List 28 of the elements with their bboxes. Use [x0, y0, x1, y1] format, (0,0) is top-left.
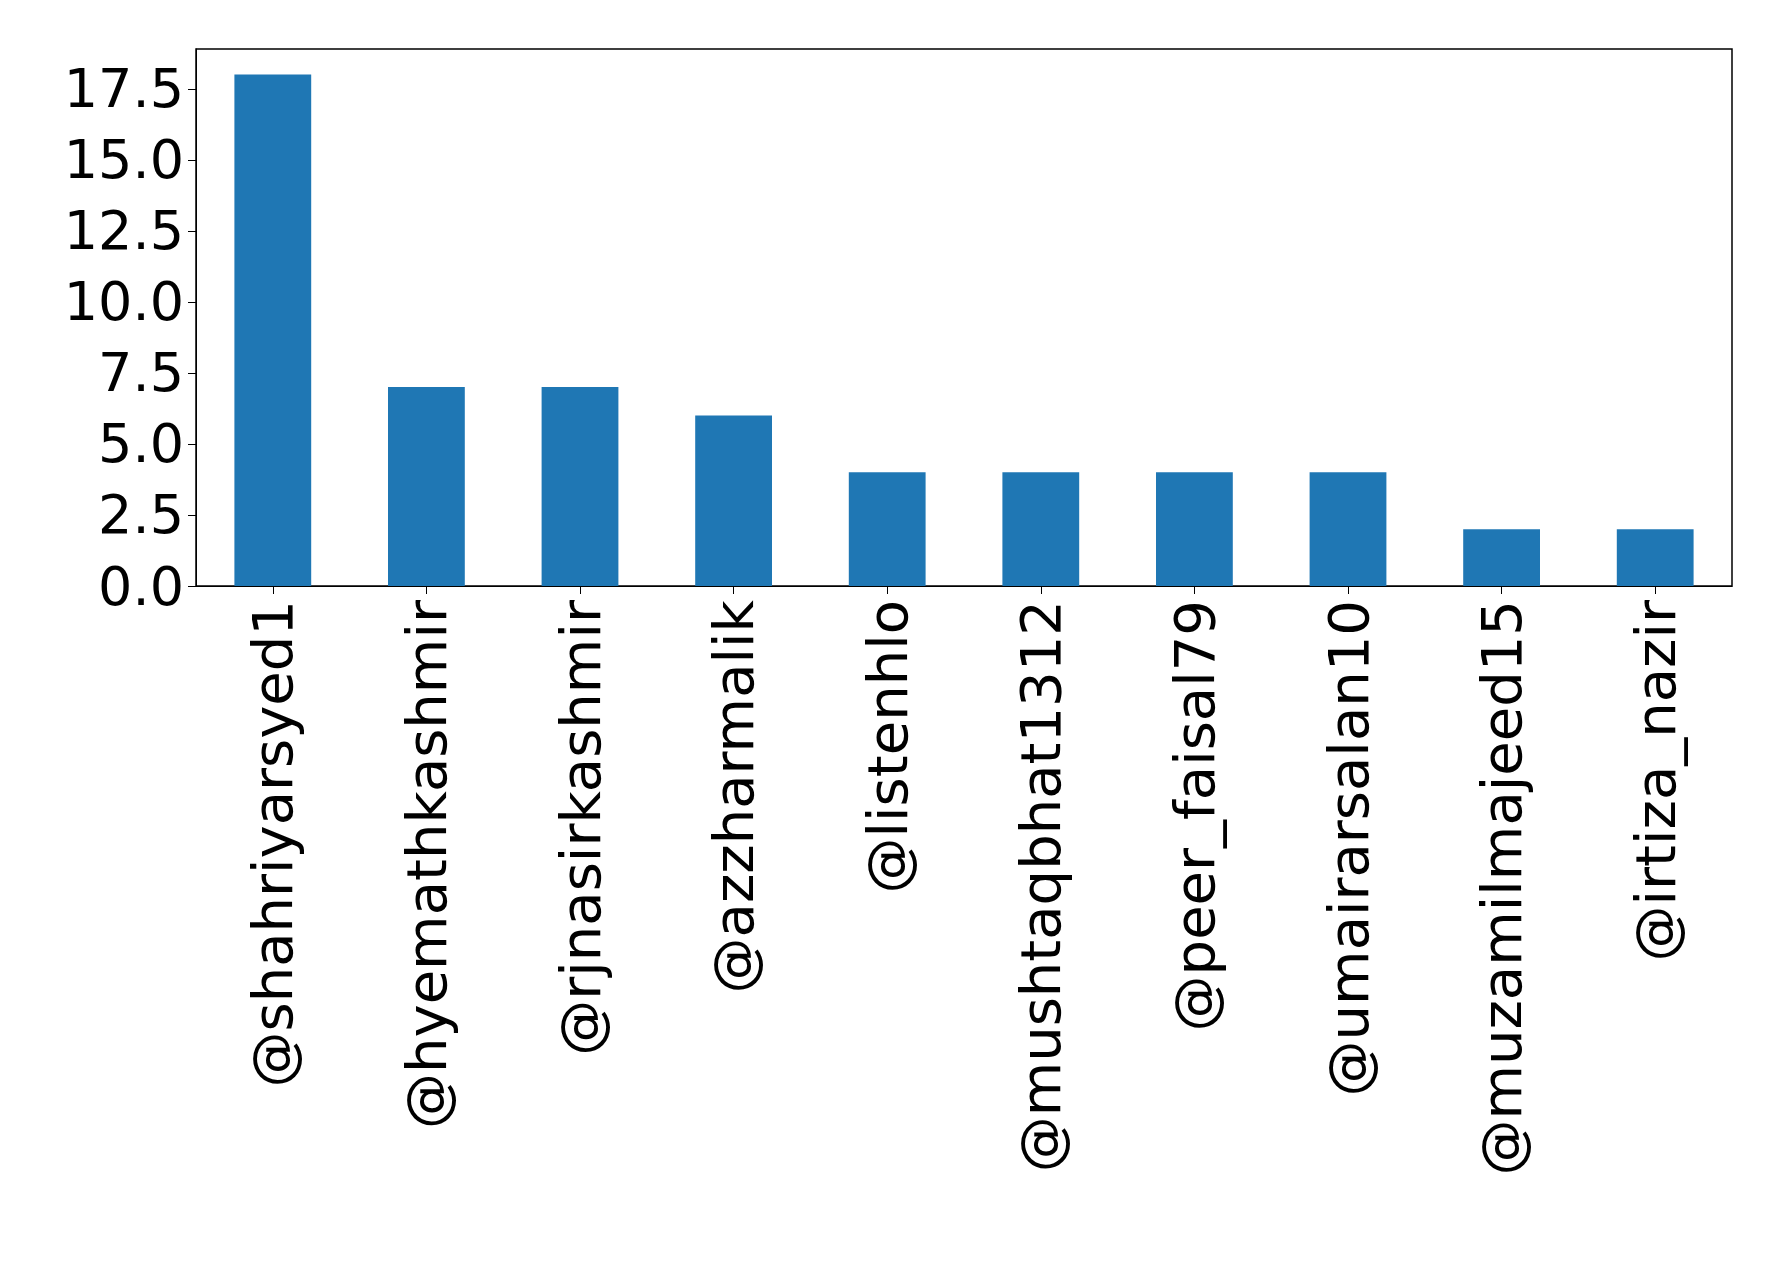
bar: [388, 387, 465, 586]
y-tick-label: 12.5: [63, 199, 184, 263]
x-tick-label: @listenhlo: [854, 600, 920, 894]
x-tick-label: @shahriyarsyed1: [240, 600, 306, 1088]
y-tick-label: 10.0: [63, 270, 184, 334]
y-tick-label: 7.5: [98, 341, 184, 405]
bar: [1463, 529, 1540, 586]
x-tick-label: @azzharmalik: [701, 599, 767, 994]
bar: [848, 472, 926, 586]
x-tick-label: @muzamilmajeed15: [1469, 600, 1535, 1176]
y-tick-label: 2.5: [98, 483, 184, 547]
x-tick-label: @hyemathkashmir: [393, 599, 459, 1129]
bar: [1616, 529, 1694, 586]
y-tick-label: 0.0: [98, 554, 184, 618]
bar: [1156, 472, 1233, 586]
bar: [695, 415, 772, 586]
y-tick-label: 15.0: [63, 128, 184, 192]
x-tick-label: @umairarsalan10: [1315, 600, 1381, 1097]
x-tick-label: @rjnasirkashmir: [547, 599, 613, 1056]
bar: [234, 74, 312, 586]
x-tick-label: @peer_faisal79: [1161, 600, 1227, 1032]
bar: [1002, 472, 1080, 586]
y-tick-label: 5.0: [98, 412, 184, 476]
x-tick-label: @mushtaqbhat1312: [1008, 600, 1074, 1173]
bar: [541, 387, 619, 586]
y-tick-label: 17.5: [63, 57, 184, 121]
x-tick-label: @irtiza_nazir: [1622, 599, 1688, 962]
bar: [1309, 472, 1387, 586]
